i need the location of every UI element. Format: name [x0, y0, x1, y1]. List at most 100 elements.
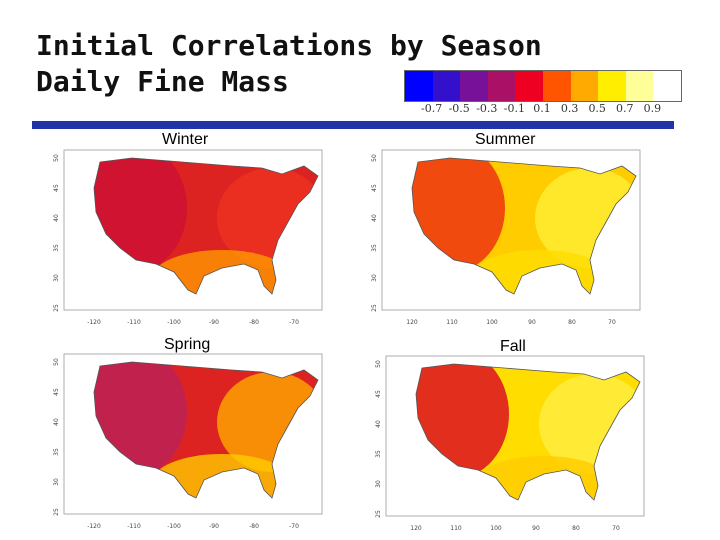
us-outline: [415, 363, 641, 501]
lat-tick-label: 45: [53, 184, 60, 192]
map-winter: 50 45 40 35 30 25 -120 -110 -100 -90 -80 -70: [48, 148, 328, 328]
colorbar-swatch: [487, 71, 516, 101]
lat-tick-label: 45: [371, 184, 378, 192]
lon-tick-label: 90: [532, 525, 540, 532]
lat-tick-label: 25: [375, 510, 382, 518]
lon-tick-label: -70: [289, 523, 299, 530]
colorbar-label: 0.7: [616, 102, 634, 115]
lat-tick-label: 30: [53, 274, 60, 282]
lon-tick-label: 100: [486, 319, 498, 326]
map-frame: [63, 149, 323, 311]
colorbar-swatch: [625, 71, 654, 101]
lon-tick-label: -120: [87, 523, 101, 530]
lat-tick-label: 25: [371, 304, 378, 312]
map-region-west: [416, 364, 509, 479]
panel-label-spring: Spring: [164, 336, 211, 353]
lon-tick-label: 120: [406, 319, 418, 326]
colorbar-swatch: [460, 71, 488, 101]
colorbar-label: -0.1: [503, 102, 525, 115]
lat-tick-label: 50: [371, 154, 378, 162]
us-outline: [93, 361, 319, 499]
map-region-south: [152, 250, 292, 294]
colorbar-label: 0.9: [643, 102, 662, 115]
map-spring: 50 45 40 35 30 25 -120 -110 -100 -90 -80 -70: [48, 352, 328, 532]
map-region-south: [470, 250, 610, 294]
title-line-1: Initial Correlations by Season: [36, 29, 542, 62]
lat-tick-label: 25: [53, 304, 60, 312]
lon-tick-label: -100: [167, 523, 181, 530]
colorbar: [404, 70, 682, 102]
lat-tick-label: 35: [375, 450, 382, 458]
lon-tick-label: 120: [410, 525, 422, 532]
lat-tick-label: 40: [375, 420, 382, 428]
lat-tick-label: 30: [53, 478, 60, 486]
lon-tick-label: -110: [127, 319, 141, 326]
lon-tick-label: -70: [289, 319, 299, 326]
lat-tick-label: 30: [371, 274, 378, 282]
colorbar-swatch: [515, 71, 543, 101]
colorbar-label: 0.5: [588, 102, 606, 115]
lon-tick-label: -80: [249, 319, 259, 326]
lat-tick-label: 35: [371, 244, 378, 252]
colorbar-label: -0.3: [476, 102, 498, 115]
lat-tick-label: 50: [53, 154, 60, 162]
colorbar-swatch: [570, 71, 599, 101]
map-plot: 50 45 40 35 30 25 -120 -110 -100 -90 -80 -70: [53, 353, 323, 530]
lon-tick-label: 80: [572, 525, 580, 532]
lat-tick-label: 25: [53, 508, 60, 516]
colorbar-swatch: [598, 71, 626, 101]
colorbar-label: 0.1: [533, 102, 551, 115]
lat-tick-label: 40: [53, 214, 60, 222]
map-region-south: [152, 454, 292, 498]
lat-tick-label: 45: [375, 390, 382, 398]
map-region-west: [94, 158, 187, 273]
lat-tick-label: 45: [53, 388, 60, 396]
map-plot: 50 45 40 35 30 25 120 110 100 90 80 70: [371, 149, 641, 326]
lon-tick-label: 100: [490, 525, 502, 532]
lon-tick-label: 90: [528, 319, 536, 326]
lat-tick-label: 35: [53, 448, 60, 456]
panel-label-winter: Winter: [162, 131, 209, 148]
map-region-south: [474, 456, 614, 500]
lon-tick-label: 110: [450, 525, 462, 532]
map-frame: [381, 149, 641, 311]
lat-tick-label: 35: [53, 244, 60, 252]
title-divider: [32, 121, 674, 129]
map-frame: [385, 355, 645, 517]
colorbar-label: 0.3: [560, 102, 579, 115]
map-plot: 50 45 40 35 30 25 -120 -110 -100 -90 -80 -70: [53, 149, 323, 326]
lat-tick-label: 40: [371, 214, 378, 222]
colorbar-label: -0.7: [420, 102, 443, 115]
colorbar-swatch: [542, 71, 571, 101]
lon-tick-label: 80: [568, 319, 576, 326]
title-line-2: Daily Fine Mass: [36, 65, 289, 98]
us-outline: [411, 157, 637, 295]
panel-label-fall: Fall: [500, 338, 526, 355]
lon-tick-label: -110: [127, 523, 141, 530]
map-region-west: [94, 362, 187, 477]
lat-tick-label: 50: [53, 358, 60, 366]
map-frame: [63, 353, 323, 515]
map-region-west: [412, 158, 505, 273]
colorbar-labels: -0.7 -0.5 -0.3 -0.1 0.1 0.3 0.5 0.7 0.9: [396, 102, 686, 118]
lat-tick-label: 30: [375, 480, 382, 488]
lon-tick-label: 110: [446, 319, 458, 326]
map-fall: 50 45 40 35 30 25 120 110 100 90 80 70: [370, 354, 650, 534]
colorbar-swatch: [653, 71, 681, 101]
slide-title: Initial Correlations by Season Daily Fin…: [36, 28, 542, 100]
colorbar-swatch: [405, 71, 433, 101]
lat-tick-label: 40: [53, 418, 60, 426]
colorbar-label: -0.5: [448, 102, 470, 115]
colorbar-swatch: [432, 71, 461, 101]
lon-tick-label: 70: [612, 525, 620, 532]
lon-tick-label: -100: [167, 319, 181, 326]
lon-tick-label: -90: [209, 319, 219, 326]
lon-tick-label: -90: [209, 523, 219, 530]
map-summer: 50 45 40 35 30 25 120 110 100 90 80 70: [366, 148, 646, 328]
lon-tick-label: -80: [249, 523, 259, 530]
lon-tick-label: -120: [87, 319, 101, 326]
map-plot: 50 45 40 35 30 25 120 110 100 90 80 70: [375, 355, 645, 532]
panel-label-summer: Summer: [475, 131, 536, 148]
lon-tick-label: 70: [608, 319, 616, 326]
us-outline: [93, 157, 319, 295]
